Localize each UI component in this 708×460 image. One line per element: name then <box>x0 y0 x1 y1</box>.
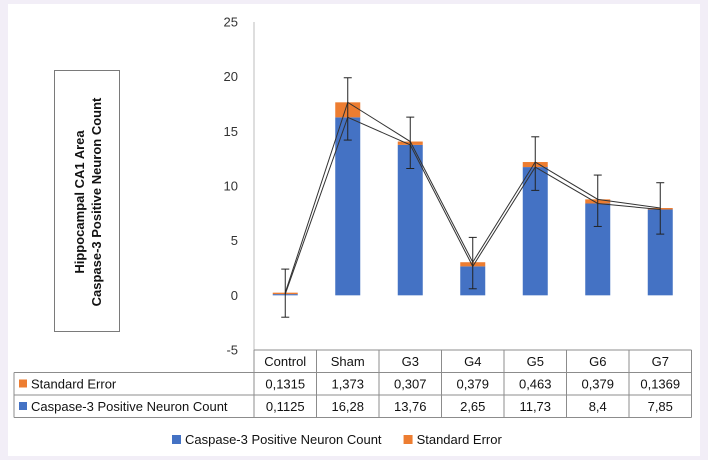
bar-caspase3-count <box>335 117 361 296</box>
y-tick-label: 20 <box>224 69 238 84</box>
category-label: G7 <box>652 354 669 369</box>
legend-swatch <box>172 435 181 444</box>
legend-label: Caspase-3 Positive Neuron Count <box>185 432 382 447</box>
category-label: G5 <box>527 354 544 369</box>
table-value: 0,1315 <box>265 377 305 392</box>
y-tick-label: 5 <box>231 233 238 248</box>
table-value: 0,1125 <box>266 399 305 414</box>
category-label: Sham <box>331 354 365 369</box>
y-tick-label: 15 <box>224 124 238 139</box>
table-value: 0,379 <box>456 377 489 392</box>
legend-swatch <box>403 435 413 444</box>
table-series-name: Standard Error <box>31 377 117 392</box>
category-label: G3 <box>402 354 419 369</box>
table-value: 8,4 <box>589 399 607 414</box>
table-value: 0,379 <box>581 377 614 392</box>
category-label: G6 <box>589 354 606 369</box>
table-value: 16,28 <box>331 399 364 414</box>
y-tick-label: -5 <box>226 343 238 358</box>
table-value: 0,463 <box>519 377 552 392</box>
table-legend-key <box>19 402 27 410</box>
table-value: 13,76 <box>394 399 427 414</box>
table-value: 2,65 <box>460 399 485 414</box>
table-value: 1,373 <box>331 377 364 392</box>
y-axis-label-box: Hippocampal CA1 Area Caspase-3 Positive … <box>54 70 120 332</box>
table-legend-key <box>19 379 27 388</box>
category-label: G4 <box>464 354 481 369</box>
table-value: 0,1369 <box>640 377 680 392</box>
y-tick-label: 10 <box>224 179 238 194</box>
table-value: 11,73 <box>519 399 551 414</box>
y-tick-label: 25 <box>224 15 238 30</box>
table-value: 7,85 <box>648 399 673 414</box>
y-tick-label: 0 <box>231 288 238 303</box>
category-label: Control <box>264 354 306 369</box>
table-series-name: Caspase-3 Positive Neuron Count <box>31 399 228 414</box>
legend-label: Standard Error <box>417 432 503 447</box>
table-value: 0,307 <box>394 377 427 392</box>
bar-caspase3-count <box>397 144 423 296</box>
